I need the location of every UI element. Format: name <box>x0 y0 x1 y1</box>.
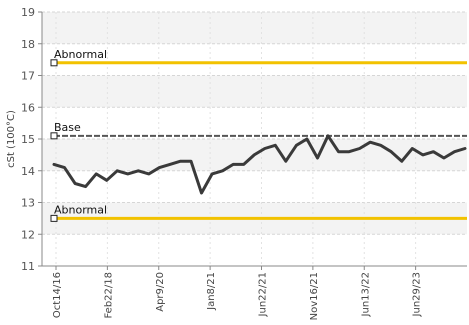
data-point <box>463 147 467 150</box>
reference-label: Base <box>54 121 81 134</box>
y-tick-label: 16 <box>21 101 35 114</box>
data-point <box>158 166 161 169</box>
x-tick-label: Jan8/21 <box>206 272 217 311</box>
data-point <box>453 150 456 153</box>
data-point <box>116 169 119 172</box>
plot-band <box>42 234 467 266</box>
data-point <box>421 153 425 157</box>
reference-label: Abnormal <box>54 48 107 61</box>
reference-label: Abnormal <box>54 203 107 216</box>
reference-marker <box>50 132 58 140</box>
data-point <box>411 147 414 150</box>
x-tick-label: Nov16/21 <box>309 272 320 320</box>
data-point <box>347 150 351 153</box>
data-point <box>94 172 98 176</box>
data-point <box>126 172 129 176</box>
data-point <box>432 150 435 153</box>
plot-band <box>42 170 467 203</box>
y-tick-label: 13 <box>21 197 35 210</box>
data-point <box>105 179 108 182</box>
data-point <box>210 172 214 176</box>
plot-band <box>42 107 467 139</box>
data-point <box>147 172 151 176</box>
x-tick-label: Jun13/22 <box>360 272 371 317</box>
data-point <box>168 163 172 166</box>
reference-marker <box>50 59 58 67</box>
reference-marker <box>50 214 58 222</box>
data-point <box>73 182 77 185</box>
data-point <box>305 137 309 141</box>
data-series <box>52 134 467 195</box>
series-line <box>52 134 467 195</box>
data-point <box>179 160 182 163</box>
x-tick-labels: Oct14/16 Feb22/18 Apr9/20 Jan8/21 Jun22/21 No… <box>52 266 423 320</box>
y-tick-labels: 11 12 13 14 15 16 17 18 19 <box>21 6 42 273</box>
y-tick-label: 14 <box>21 165 35 178</box>
data-point <box>221 169 224 172</box>
data-point <box>200 191 203 195</box>
plot-bands <box>42 12 467 266</box>
y-tick-label: 17 <box>21 70 35 83</box>
reference-lines: Abnormal Base Abnormal <box>50 48 467 222</box>
y-tick-label: 11 <box>21 260 35 273</box>
data-point <box>358 147 361 150</box>
data-point <box>263 147 266 150</box>
plot-band <box>42 12 467 44</box>
x-tick-label: Apr9/20 <box>155 272 166 312</box>
data-point <box>137 169 140 172</box>
y-tick-label: 15 <box>21 133 35 146</box>
data-point <box>242 163 245 166</box>
data-point <box>400 160 403 163</box>
x-tick-label: Oct14/16 <box>52 272 63 318</box>
data-point <box>379 144 382 147</box>
data-point <box>274 144 277 147</box>
data-point <box>231 163 235 166</box>
data-point <box>316 156 319 160</box>
y-tick-label: 19 <box>21 6 35 19</box>
data-point <box>442 156 446 160</box>
plot-band <box>42 43 467 76</box>
x-tick-label: Jun22/21 <box>258 272 269 317</box>
y-tick-label: 18 <box>21 38 35 51</box>
data-point <box>390 150 393 153</box>
x-tick-label: Feb22/18 <box>103 272 114 319</box>
y-tick-label: 12 <box>21 228 35 241</box>
y-axis-label: cSt (100°C) <box>6 110 17 168</box>
plot-band <box>42 75 467 108</box>
data-point <box>189 160 193 163</box>
x-tick-label: Jun29/23 <box>412 272 423 317</box>
data-point <box>52 163 56 166</box>
data-point <box>337 150 340 153</box>
data-point <box>84 185 87 188</box>
data-point <box>368 140 372 144</box>
data-point <box>326 134 330 138</box>
data-point <box>295 144 298 147</box>
data-point <box>63 166 66 169</box>
data-point <box>284 160 288 163</box>
data-point <box>253 153 256 157</box>
